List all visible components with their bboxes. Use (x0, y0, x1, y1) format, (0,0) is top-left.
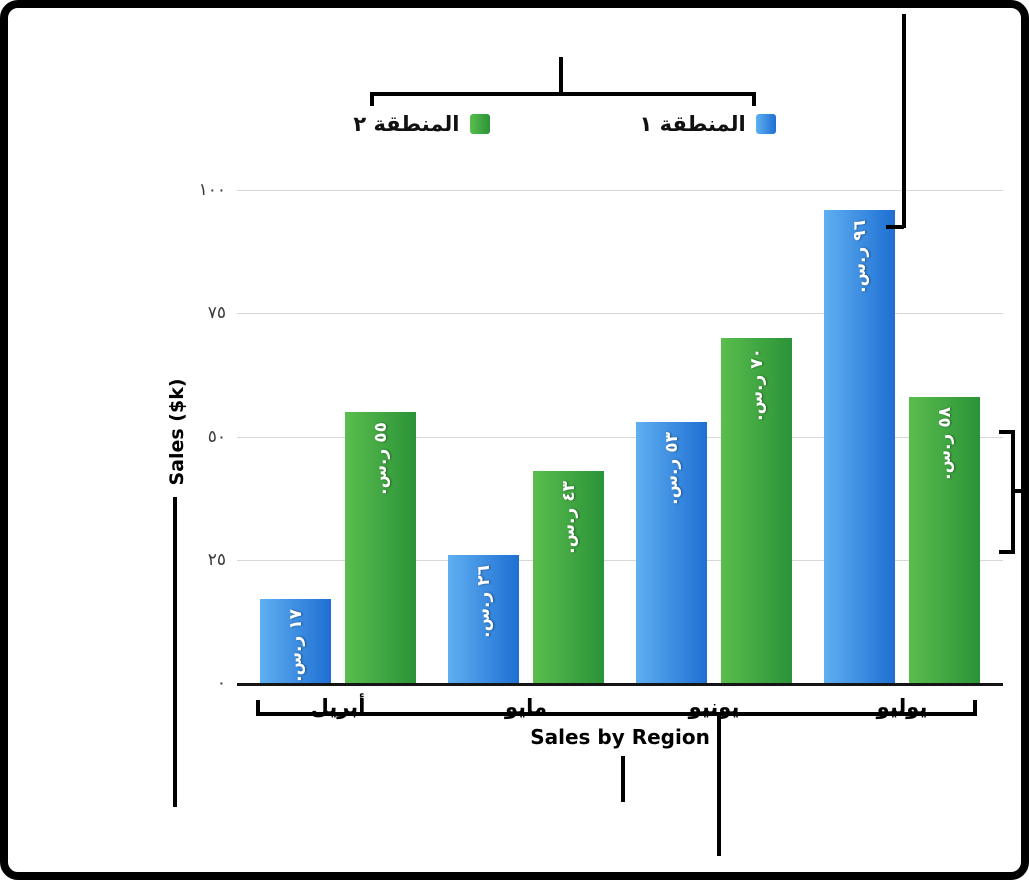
callout-series-labels-bracket-stem (1011, 489, 1029, 493)
y-tick-label-50: ٥٠ (207, 426, 226, 447)
y-tick-label-25: ٢٥ (207, 549, 226, 570)
bar-series2-cat2: ٤٣ ر.س. (533, 471, 604, 683)
callout-y-axis-title-line (173, 497, 177, 807)
callout-categories-bracket-stem (717, 712, 721, 856)
bar-series2-cat1: ٥٥ ر.س. (345, 411, 416, 683)
gridline-100 (237, 190, 1003, 191)
bar-series2-cat3: ٧٠ ر.س. (721, 337, 792, 683)
callout-series-labels-bracket-top-tick (999, 430, 1015, 434)
bar-value-label: ٥٥ ر.س. (370, 421, 391, 495)
bar-value-label: ٤٣ ر.س. (558, 481, 579, 554)
bar-series1-cat2: ٢٦ ر.س. (448, 554, 519, 683)
callout-legend-bracket-right-tick (752, 92, 756, 106)
bar-value-label: ٧٠ ر.س. (746, 347, 767, 421)
y-tick-label-100: ١٠٠ (198, 180, 226, 200)
callout-legend-bracket-bar (370, 92, 756, 96)
gridline-50 (237, 436, 1003, 438)
y-tick-label-0: ٠ (216, 673, 226, 693)
legend-item-region1: المنطقة ١ (640, 112, 776, 136)
bar-series1-cat1: ١٧ ر.س. (260, 599, 331, 683)
gridline-75 (237, 313, 1003, 315)
callout-x-axis-title-line (621, 756, 625, 802)
y-axis-ticks: ٠ ٢٥ ٥٠ ٧٥ ١٠٠ (0, 180, 226, 693)
bar-series2-cat4: ٥٨ ر.س. (909, 397, 980, 683)
chart-legend: المنطقة ١ المنطقة ٢ (100, 112, 1029, 136)
callout-categories-bracket-left-tick (256, 700, 260, 716)
bar-series1-cat3: ٥٣ ر.س. (636, 421, 707, 683)
callout-categories-bracket-right-tick (973, 700, 977, 716)
legend-swatch-region1-icon (755, 114, 776, 134)
callout-legend-bracket-stem (559, 57, 563, 96)
bar-value-label: ٥٨ ر.س. (934, 407, 955, 480)
bar-value-label: ٩٦ ر.س. (849, 219, 870, 293)
legend-item-region2: المنطقة ٢ (353, 112, 490, 136)
plot-area: ١٧ ر.س. ٥٥ ر.س. أبريل ٢٦ ر.س. ٤٣ ر.س. مايو ٥٣ … (237, 190, 1003, 719)
x-axis-title: Sales by Region (530, 725, 710, 749)
callout-categories-bracket-bar (256, 712, 977, 716)
legend-swatch-region2-icon (469, 114, 490, 134)
bar-series1-cat4: ٩٦ ر.س. (824, 209, 895, 683)
bar-value-label: ٥٣ ر.س. (661, 431, 682, 505)
callout-legend-bracket-left-tick (370, 92, 374, 106)
gridline-25 (237, 559, 1003, 561)
y-tick-label-75: ٧٥ (207, 303, 226, 324)
callout-series-labels-bracket-bottom-tick (999, 550, 1015, 554)
legend-label-region2: المنطقة ٢ (353, 112, 460, 136)
callout-value-label-hook (886, 225, 904, 229)
bar-value-label: ٢٦ ر.س. (473, 564, 494, 638)
callout-value-label-line (902, 14, 906, 228)
legend-label-region1: المنطقة ١ (639, 112, 746, 136)
